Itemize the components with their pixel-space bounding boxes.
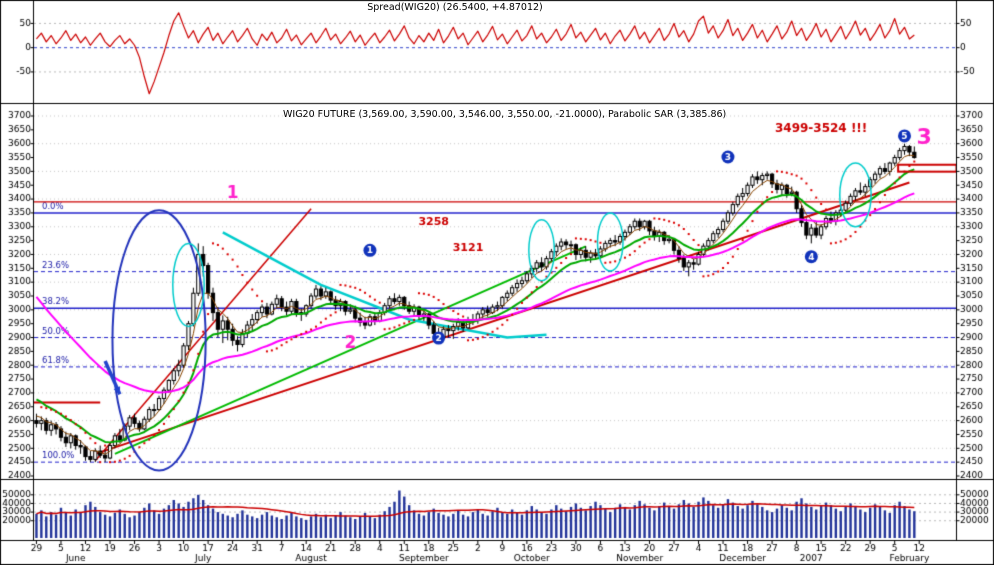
spread-panel-title: Spread(WIG20) (26.5400, +4.87012): [367, 2, 543, 13]
main-panel-title: WIG20 FUTURE (3,569.00, 3,590.00, 3,546.…: [283, 109, 727, 120]
